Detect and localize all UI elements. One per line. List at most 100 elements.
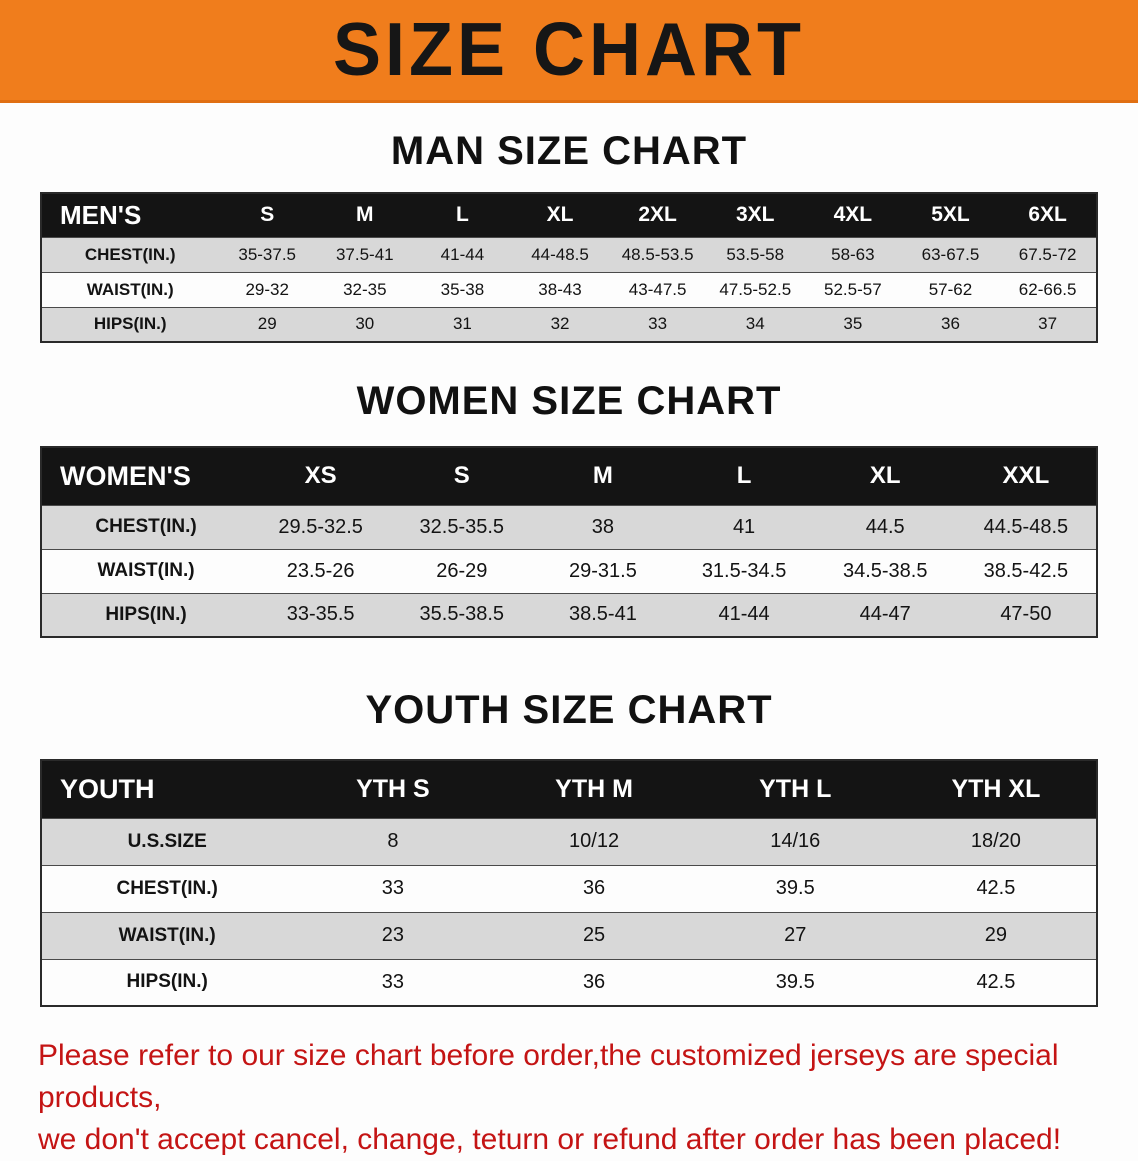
table-cell: 34 [745,314,765,334]
table-cell: 53.5-58 [726,244,785,264]
table-cell: 31.5-34.5 [701,559,787,582]
table-cell: 25 [582,924,606,946]
table-cell: 44.5 [865,515,905,538]
table-cell: 57-62 [928,279,973,299]
table-cell: 33-35.5 [286,603,355,626]
table-cell: 41 [732,515,756,538]
row-label: HIPS(IN.) [93,314,167,334]
table-cell: 37.5-41 [335,244,394,264]
women-size-table: WOMEN'S XS S M L XL XXL CHEST(IN.) 29.5-… [40,446,1098,638]
table-row: CHEST(IN.) 33 36 39.5 42.5 [41,865,1097,912]
size-column-header: S [260,203,275,227]
size-column-header: M [356,203,374,227]
size-column-header: YTH S [356,774,430,803]
table-cell: 41-44 [718,603,770,626]
table-cell: 23.5-26 [286,559,355,582]
table-cell: 43-47.5 [628,279,687,299]
size-column-header: L [456,203,469,227]
table-cell: 47-50 [1000,603,1052,626]
size-column-header: XS [304,462,337,490]
table-cell: 29 [984,924,1008,946]
size-column-header: 6XL [1028,203,1067,227]
table-cell: 35.5-38.5 [419,603,505,626]
table-cell: 27 [784,924,807,946]
table-cell: 32 [550,314,570,334]
women-section-heading: WOMEN SIZE CHART [356,379,782,423]
men-header-row: MEN'S S M L XL 2XL 3XL 4XL 5XL 6XL [41,193,1097,237]
size-column-header: 5XL [931,203,970,227]
table-cell: 63-67.5 [921,244,980,264]
page-title: SIZE CHART [333,8,805,92]
table-cell: 38-43 [538,279,582,299]
size-column-header: XL [546,203,574,227]
table-row: CHEST(IN.) 29.5-32.5 32.5-35.5 38 41 44.… [41,505,1097,549]
table-cell: 29-31.5 [569,559,637,582]
table-cell: 33 [648,314,668,334]
table-cell: 44-48.5 [531,244,589,264]
men-size-table: MEN'S S M L XL 2XL 3XL 4XL 5XL 6XL CHEST… [40,192,1098,343]
table-cell: 14/16 [770,830,821,852]
table-cell: 38 [591,515,615,538]
youth-size-section: YOUTH SIZE CHART YOUTH YTH S YTH M YTH L… [0,688,1138,1007]
table-cell: 67.5-72 [1018,244,1077,264]
women-size-section: WOMEN SIZE CHART WOMEN'S XS S M L XL XXL… [0,379,1138,638]
table-cell: 23 [381,924,405,946]
table-cell: 62-66.5 [1018,279,1077,299]
size-column-header: YTH L [759,774,832,803]
footer-notice: Please refer to our size chart before or… [38,1035,1108,1161]
notice-line-2: we don't accept cancel, change, teturn o… [38,1123,1062,1156]
table-cell: 35-37.5 [238,244,297,264]
table-cell: 36 [582,970,606,993]
table-cell: 36 [941,314,960,334]
table-cell: 32-35 [343,279,387,299]
size-column-header: 2XL [638,203,677,227]
row-label: CHEST(IN.) [116,877,218,899]
table-row: CHEST(IN.) 35-37.5 37.5-41 41-44 44-48.5… [41,237,1097,272]
table-row: HIPS(IN.) 33-35.5 35.5-38.5 38.5-41 41-4… [41,593,1097,637]
table-row: U.S.SIZE 8 10/12 14/16 18/20 [41,818,1097,865]
table-row: WAIST(IN.) 23.5-26 26-29 29-31.5 31.5-34… [41,549,1097,593]
table-cell: 32.5-35.5 [419,515,505,538]
table-cell: 35-38 [440,279,485,299]
table-cell: 44.5-48.5 [983,515,1069,538]
size-column-header: L [736,462,752,490]
row-label: HIPS(IN.) [105,603,187,625]
table-cell: 29-32 [245,279,289,299]
table-cell: 42.5 [976,877,1016,899]
men-section-heading: MAN SIZE CHART [390,129,748,173]
table-cell: 41-44 [440,244,485,264]
youth-section-heading: YOUTH SIZE CHART [365,688,773,732]
row-label: WAIST(IN.) [97,560,195,581]
table-cell: 48.5-53.5 [621,244,694,264]
size-column-header: M [592,462,613,490]
table-cell: 36 [582,877,606,899]
table-cell: 39.5 [775,970,815,993]
row-label: WAIST(IN.) [118,924,216,946]
row-label: WAIST(IN.) [86,279,174,299]
size-column-header: S [453,462,470,490]
men-table-title: MEN'S [60,199,142,230]
table-cell: 42.5 [976,970,1016,993]
table-cell: 10/12 [569,830,620,852]
notice-line-1: Please refer to our size chart before or… [38,1039,1059,1114]
table-cell: 29 [257,314,277,334]
table-cell: 35 [843,314,863,334]
women-table-title: WOMEN'S [60,460,191,491]
table-cell: 38.5-42.5 [983,559,1069,582]
men-size-section: MAN SIZE CHART MEN'S S M L XL 2XL 3XL 4X… [0,129,1138,343]
table-cell: 29.5-32.5 [278,515,363,538]
table-cell: 31 [452,314,472,334]
size-column-header: YTH XL [951,774,1041,803]
women-header-row: WOMEN'S XS S M L XL XXL [41,447,1097,505]
table-cell: 34.5-38.5 [842,559,928,582]
table-cell: 33 [381,970,405,993]
size-column-header: 4XL [833,203,873,227]
size-column-header: XXL [1002,462,1050,490]
row-label: CHEST(IN.) [95,516,197,537]
table-cell: 26-29 [436,559,488,582]
table-cell: 39.5 [775,877,815,899]
youth-size-table: YOUTH YTH S YTH M YTH L YTH XL U.S.SIZE … [40,759,1098,1007]
table-cell: 44-47 [859,603,911,626]
table-cell: 38.5-41 [569,603,637,626]
row-label: CHEST(IN.) [84,244,176,264]
